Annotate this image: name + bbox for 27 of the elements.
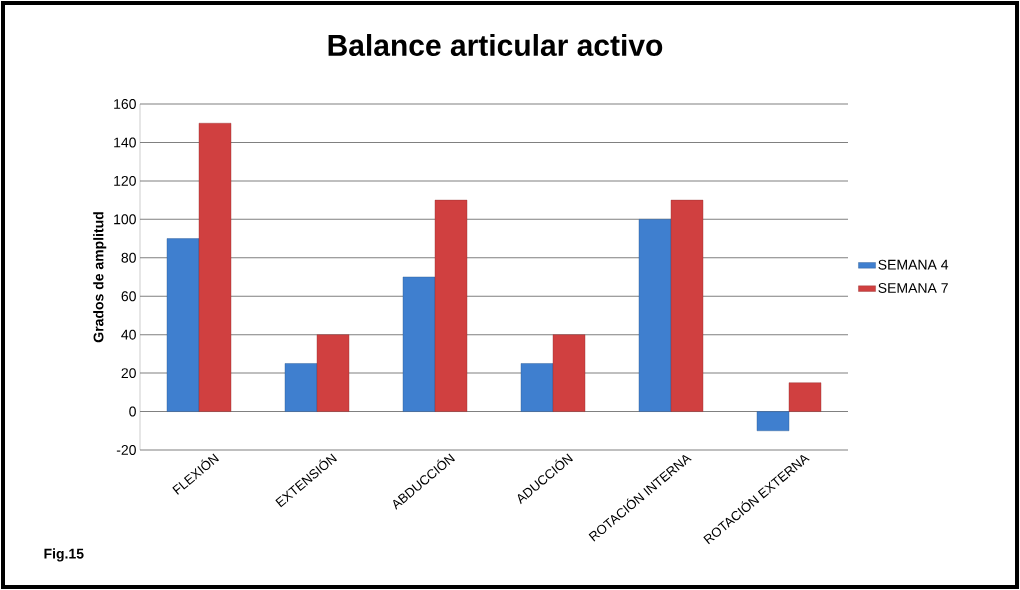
y-tick-label: 120 — [114, 175, 136, 186]
chart-title: Balance articular activo — [328, 33, 663, 57]
y-tick-label: 100 — [114, 214, 136, 225]
bar — [520, 363, 554, 412]
bar — [552, 334, 586, 412]
bar — [316, 334, 350, 412]
y-tick-label: -20 — [116, 445, 136, 455]
bar — [198, 123, 232, 412]
caption: Fig.15 — [44, 548, 84, 562]
y-tick-label: 60 — [121, 291, 136, 302]
y-tick-label: 140 — [114, 137, 136, 148]
legend-label: SEMANA 7 — [878, 282, 948, 293]
bar — [638, 219, 672, 412]
y-tick-label: 20 — [121, 368, 136, 379]
bar — [756, 411, 790, 431]
bar — [402, 276, 436, 412]
bar — [284, 363, 318, 412]
legend-label: SEMANA 4 — [878, 259, 949, 270]
y-tick-label: 80 — [121, 252, 136, 263]
y-axis-title: Grados de amplitud — [93, 212, 107, 343]
y-tick-label: 160 — [114, 99, 136, 109]
bar — [166, 238, 200, 412]
y-tick-label: 0 — [129, 406, 136, 417]
bar — [788, 382, 822, 412]
y-tick-label: 40 — [121, 329, 136, 340]
bar — [670, 199, 704, 412]
bar — [434, 199, 468, 412]
